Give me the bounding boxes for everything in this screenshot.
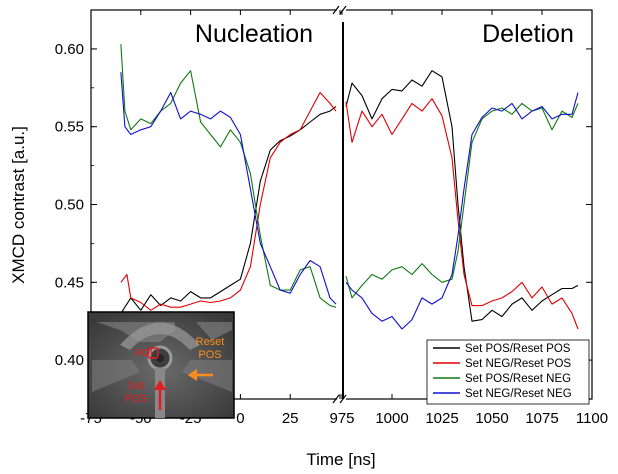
series-line-1-nucleation bbox=[120, 106, 337, 314]
y-tick-label: 0.60 bbox=[55, 41, 84, 58]
legend-label: Set POS/Reset POS bbox=[465, 343, 571, 355]
series-line-3-nucleation bbox=[120, 44, 337, 308]
x-tick-label: 1050 bbox=[475, 410, 508, 427]
x-tick-label: 1100 bbox=[576, 410, 608, 427]
reset-arrow-icon bbox=[188, 369, 213, 381]
inset-reset-label: Reset bbox=[196, 336, 225, 348]
inset-reset-label-2: POS bbox=[198, 349, 221, 361]
series-line-4-deletion bbox=[345, 92, 579, 330]
panel-label-nucleation: Nucleation bbox=[195, 20, 313, 48]
x-tick-label: 975 bbox=[329, 410, 354, 427]
series-line-2-nucleation bbox=[120, 91, 337, 311]
x-tick-label: 25 bbox=[282, 410, 299, 427]
series-line-3-deletion bbox=[345, 102, 579, 299]
inset-set-label: Set bbox=[128, 380, 145, 392]
legend: Set POS/Reset POS Set NEG/Reset POS Set PO… bbox=[426, 339, 590, 405]
panel-label-deletion: Deletion bbox=[482, 20, 574, 48]
inset-roi-label: ROI bbox=[135, 348, 153, 359]
inset-set-label-2: POS bbox=[124, 393, 147, 405]
y-tick-label: 0.50 bbox=[55, 197, 84, 214]
axis-break-top bbox=[332, 5, 347, 15]
series-line-1-deletion bbox=[345, 70, 579, 322]
x-tick-label: 1075 bbox=[525, 410, 558, 427]
x-tick-label: 0 bbox=[236, 410, 244, 427]
legend-label: Set NEG/Reset NEG bbox=[465, 388, 572, 400]
x-tick-label: 1000 bbox=[375, 410, 408, 427]
x-axis-label: Time [ns] bbox=[306, 450, 375, 469]
series-line-4-nucleation bbox=[120, 72, 337, 305]
y-tick-label: 0.45 bbox=[55, 274, 84, 291]
series-line-2-deletion bbox=[345, 98, 579, 330]
y-tick-label: 0.40 bbox=[55, 352, 84, 369]
inset-image: ROI Reset POS Set POS bbox=[87, 311, 235, 419]
set-arrow-icon bbox=[154, 380, 166, 410]
y-tick-label: 0.55 bbox=[55, 119, 84, 136]
roi-marker bbox=[147, 347, 159, 359]
legend-label: Set NEG/Reset POS bbox=[465, 358, 571, 370]
x-tick-label: 1025 bbox=[425, 410, 458, 427]
y-axis-label: XMCD contrast [a.u.] bbox=[9, 126, 28, 284]
legend-label: Set POS/Reset NEG bbox=[465, 373, 571, 385]
